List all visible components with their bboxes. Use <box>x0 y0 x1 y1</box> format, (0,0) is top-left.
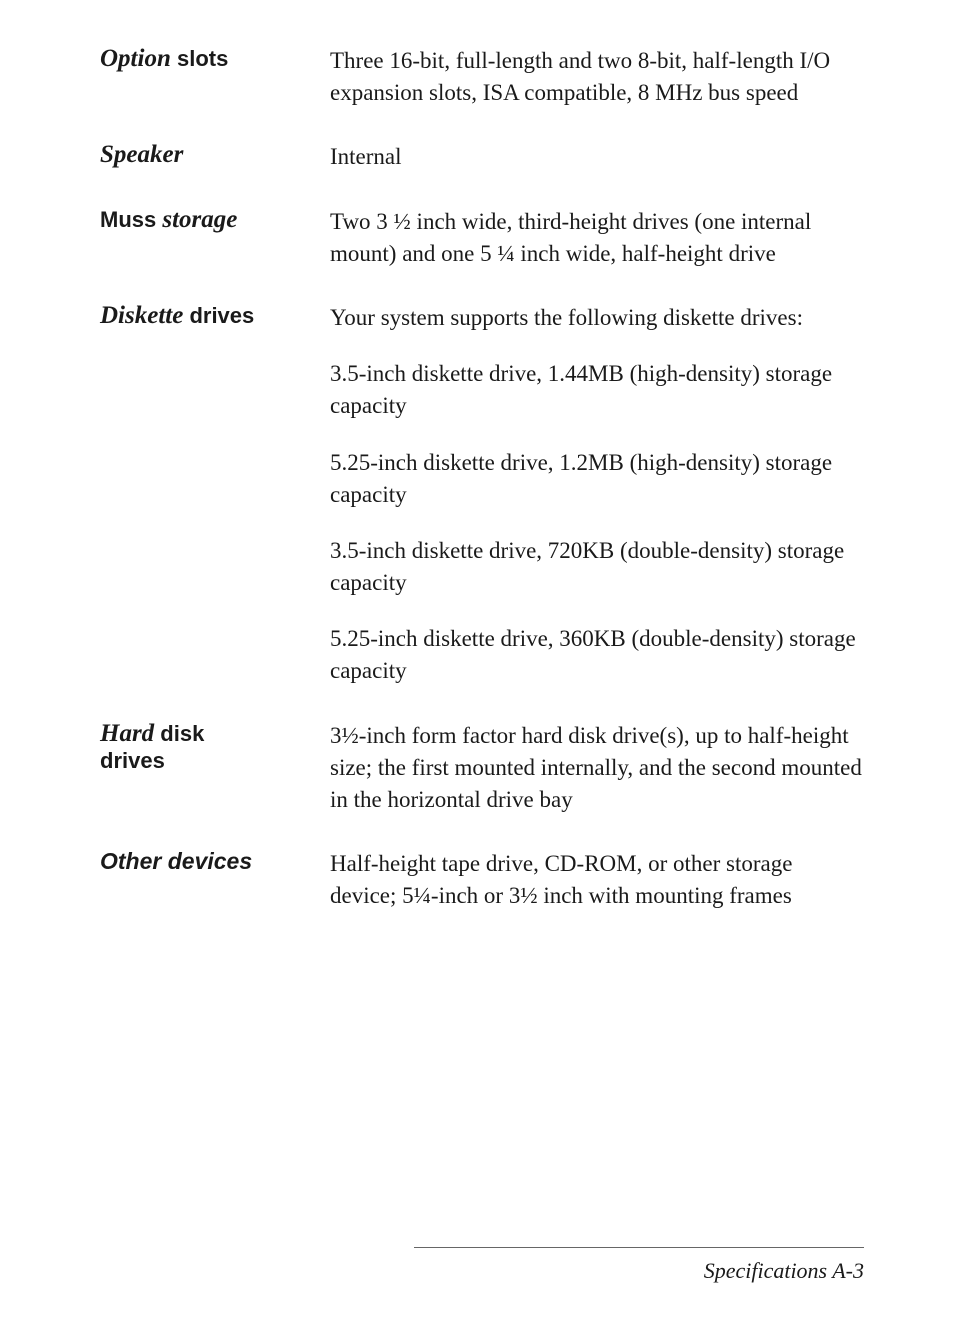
page-footer: Specifications A-3 <box>414 1247 864 1284</box>
footer-text: Specifications A-3 <box>414 1258 864 1284</box>
spec-text: Half-height tape drive, CD-ROM, or other… <box>330 848 864 912</box>
spec-text: 3.5-inch diskette drive, 720KB (double-d… <box>330 535 864 599</box>
spec-value: Internal <box>330 141 864 173</box>
spec-label: Muss storage <box>100 206 330 270</box>
spec-text: Internal <box>330 141 864 173</box>
label-italic: Diskette <box>100 302 183 329</box>
spec-row-other-devices: Other devices Half-height tape drive, CD… <box>100 848 864 912</box>
spec-label: Other devices <box>100 848 330 912</box>
spec-value: Three 16-bit, full-length and two 8-bit,… <box>330 45 864 109</box>
spec-text: Your system supports the following diske… <box>330 302 864 334</box>
spec-row-option-slots: Option slots Three 16-bit, full-length a… <box>100 45 864 109</box>
specifications-content: Option slots Three 16-bit, full-length a… <box>100 45 864 913</box>
label-italic: Hard <box>100 720 154 747</box>
label-sans: disk <box>154 721 204 746</box>
spec-text: 5.25-inch diskette drive, 360KB (double-… <box>330 623 864 687</box>
label-sans-line2: drives <box>100 748 165 773</box>
spec-label: Diskette drives <box>100 302 330 688</box>
spec-row-speaker: Speaker Internal <box>100 141 864 173</box>
label-sans: slots <box>171 46 228 71</box>
spec-row-hard-disk-drives: Hard disk drives 3½-inch form factor har… <box>100 720 864 817</box>
label-sans-pre: Muss <box>100 207 162 232</box>
label-italic: Speaker <box>100 141 183 168</box>
label-sans-bold-italic: Other devices <box>100 848 252 874</box>
spec-value: Half-height tape drive, CD-ROM, or other… <box>330 848 864 912</box>
spec-label: Speaker <box>100 141 330 173</box>
spec-text: 5.25-inch diskette drive, 1.2MB (high-de… <box>330 447 864 511</box>
label-italic-mid: storage <box>162 206 237 233</box>
spec-label: Hard disk drives <box>100 720 330 817</box>
spec-value: Your system supports the following diske… <box>330 302 864 688</box>
spec-text: 3.5-inch diskette drive, 1.44MB (high-de… <box>330 358 864 422</box>
spec-text: 3½-inch form factor hard disk drive(s), … <box>330 720 864 817</box>
spec-text: Three 16-bit, full-length and two 8-bit,… <box>330 45 864 109</box>
spec-value: 3½-inch form factor hard disk drive(s), … <box>330 720 864 817</box>
label-sans: drives <box>183 303 254 328</box>
footer-divider <box>414 1247 864 1248</box>
spec-value: Two 3 ½ inch wide, third-height drives (… <box>330 206 864 270</box>
label-italic: Option <box>100 45 171 72</box>
spec-label: Option slots <box>100 45 330 109</box>
spec-row-diskette-drives: Diskette drives Your system supports the… <box>100 302 864 688</box>
spec-row-mass-storage: Muss storage Two 3 ½ inch wide, third-he… <box>100 206 864 270</box>
spec-text: Two 3 ½ inch wide, third-height drives (… <box>330 206 864 270</box>
